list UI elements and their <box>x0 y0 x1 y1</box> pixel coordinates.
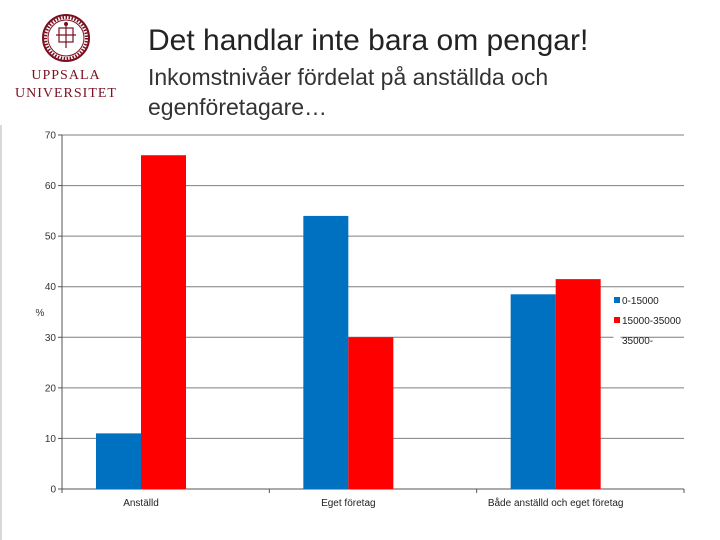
logo-text-line2: UNIVERSITET <box>15 86 117 101</box>
y-tick-label: 0 <box>50 485 56 496</box>
slide-left-border <box>0 125 2 540</box>
x-category-label: Både anställd och eget företag <box>488 497 624 509</box>
logo-text-line1: UPPSALA <box>31 68 101 83</box>
bar-2-1 <box>141 155 186 489</box>
y-tick-label: 20 <box>45 383 57 394</box>
bar-1-2 <box>303 215 349 489</box>
chart-bars <box>96 155 601 489</box>
bar-2-3 <box>555 279 601 489</box>
x-category-label: Anställd <box>123 498 159 509</box>
university-logo: UPPSALA UNIVERSITET <box>12 12 120 108</box>
legend-swatch <box>613 336 621 344</box>
y-tick-label: 70 <box>45 131 57 142</box>
legend-label: 15000-35000 <box>622 316 681 327</box>
y-tick-label: 30 <box>45 333 57 344</box>
x-category-label: Eget företag <box>321 498 375 509</box>
legend-label: 35000- <box>622 336 653 347</box>
y-tick-label: 50 <box>45 232 57 243</box>
y-axis-label: % <box>36 308 45 319</box>
university-seal-icon <box>42 14 90 62</box>
bar-1-3 <box>510 294 556 489</box>
bar-2-2 <box>348 337 394 489</box>
y-tick-label: 40 <box>45 282 57 293</box>
legend-swatch <box>614 317 620 323</box>
chart-y-ticks: 0 10 20 30 40 50 60 70 <box>45 131 62 496</box>
y-tick-label: 60 <box>45 181 57 192</box>
page-title: Det handlar inte bara om pengar! <box>148 24 589 57</box>
page-subtitle: Inkomstnivåer fördelat på anställda och … <box>148 64 549 120</box>
y-tick-label: 10 <box>45 434 57 445</box>
chart-legend: 0-15000 15000-35000 35000- <box>613 296 681 347</box>
legend-swatch <box>614 297 620 303</box>
bar-1-1 <box>96 433 141 489</box>
legend-label: 0-15000 <box>622 296 659 307</box>
chart-category-labels: Anställd Eget företag Både anställd och eg… <box>123 497 623 509</box>
